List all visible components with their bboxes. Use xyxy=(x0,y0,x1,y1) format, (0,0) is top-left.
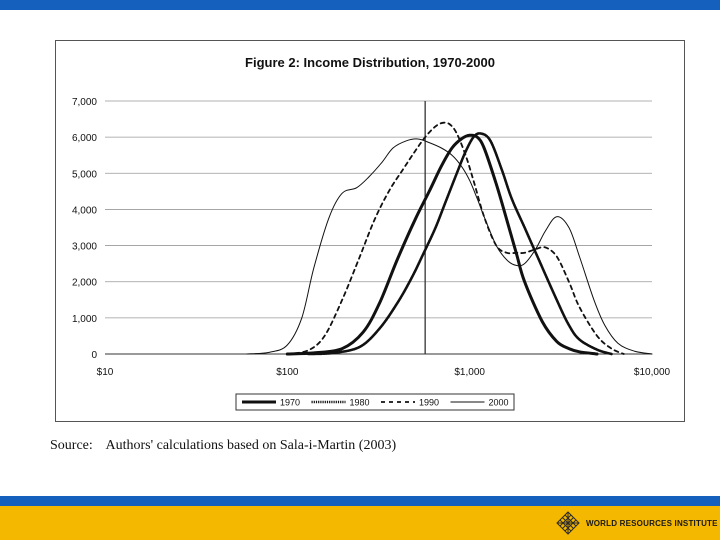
legend: 1970 1980 1990 2000 xyxy=(235,393,515,411)
series-line-2000 xyxy=(246,138,653,355)
y-tick-label: 7,000 xyxy=(72,97,97,108)
globe-grid-icon xyxy=(556,511,580,535)
source-text: Authors' calculations based on Sala-i-Ma… xyxy=(105,438,397,453)
y-tick-label: 5,000 xyxy=(72,169,97,180)
source-label: Source: xyxy=(50,438,93,453)
figure-frame xyxy=(55,40,685,422)
series-line-1970 xyxy=(285,133,599,356)
bottom-blue-bar xyxy=(0,496,720,506)
bottom-yellow-bar xyxy=(0,506,720,540)
wri-logo-text: WORLD RESOURCES INSTITUTE xyxy=(586,518,718,528)
series-line-1990 xyxy=(286,121,625,355)
legend-label: 1970 xyxy=(280,398,300,408)
legend-label: 1980 xyxy=(350,398,370,408)
series-line-1980 xyxy=(306,132,613,356)
grid-lines xyxy=(105,100,652,355)
x-tick-label: $1,000 xyxy=(454,367,485,378)
wri-logo: WORLD RESOURCES INSTITUTE xyxy=(556,510,718,536)
y-tick-label: 0 xyxy=(91,350,97,361)
y-tick-label: 4,000 xyxy=(72,205,97,216)
x-tick-label: $100 xyxy=(276,367,299,378)
y-axis-tick-labels: 0 1,000 2,000 3,000 4,000 5,000 6,000 7,000 xyxy=(72,97,97,361)
y-tick-label: 2,000 xyxy=(72,278,97,289)
x-axis-tick-labels: $10 $100 $1,000 $10,000 xyxy=(97,367,671,378)
y-tick-label: 6,000 xyxy=(72,133,97,144)
legend-box xyxy=(235,393,515,411)
y-tick-label: 1,000 xyxy=(72,314,97,325)
y-tick-label: 3,000 xyxy=(72,242,97,253)
x-tick-label: $10,000 xyxy=(634,367,671,378)
series-lines xyxy=(246,121,653,356)
chart-title: Figure 2: Income Distribution, 1970-2000 xyxy=(245,55,495,70)
x-tick-label: $10 xyxy=(97,367,114,378)
top-blue-bar xyxy=(0,0,720,10)
legend-label: 2000 xyxy=(489,398,509,408)
source-note: Source: Authors' calculations based on S… xyxy=(50,438,396,454)
legend-label: 1990 xyxy=(419,398,439,408)
